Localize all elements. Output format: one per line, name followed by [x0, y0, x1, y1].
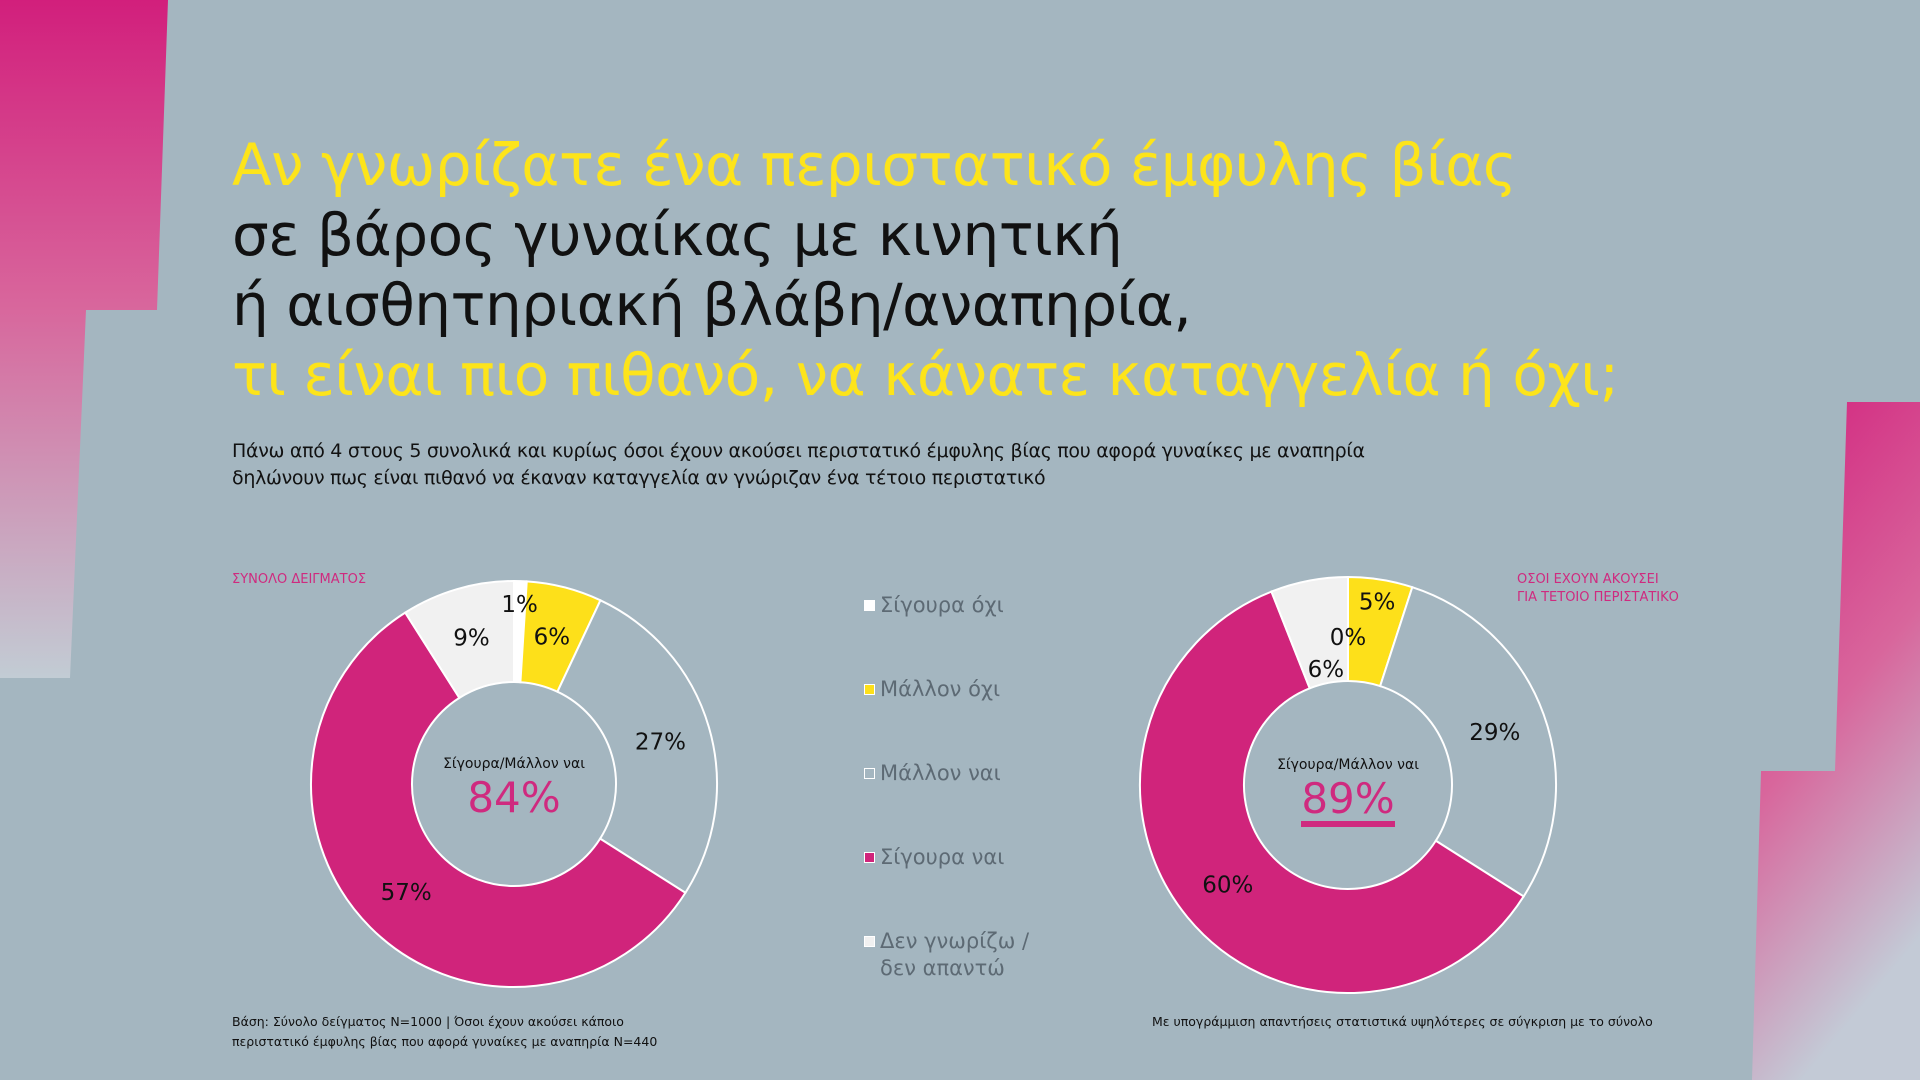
- data-label-definitely-not: 1%: [501, 592, 538, 618]
- title-line-2: σε βάρος γυναίκας με κινητική: [232, 201, 1123, 269]
- legend-label: Μάλλον όχι: [880, 677, 1001, 701]
- legend-item-probably-not: Μάλλον όχι: [864, 676, 1084, 703]
- subtitle: Πάνω από 4 στους 5 συνολικά και κυρίως ό…: [232, 438, 1365, 492]
- legend-label: Μάλλον ναι: [880, 761, 1001, 785]
- chart-title-heard-line-1: ΟΣΟΙ ΕΧΟΥΝ ΑΚΟΥΣΕΙ: [1517, 572, 1659, 587]
- slice-probably-yes: [1378, 585, 1557, 898]
- legend-swatch: [864, 768, 875, 779]
- slice-probably-yes: [556, 598, 719, 895]
- subtitle-line-2: δηλώνουν πως είναι πιθανό να έκαναν κατα…: [232, 467, 1046, 489]
- data-label-dont-know: 6%: [1308, 657, 1345, 683]
- chart-title-heard: ΟΣΟΙ ΕΧΟΥΝ ΑΚΟΥΣΕΙ ΓΙΑ ΤΕΤΟΙΟ ΠΕΡΙΣΤΑΤΙΚ…: [1517, 571, 1679, 607]
- legend-label: Σίγουρα όχι: [880, 593, 1004, 617]
- legend-item-dont-know: Δεν γνωρίζω / δεν απαντώ: [864, 928, 1064, 982]
- center-value: 84%: [467, 773, 560, 822]
- data-label-definitely-not: 0%: [1330, 625, 1367, 651]
- slice-dont-know: [403, 579, 515, 700]
- footer-base-note: Βάση: Σύνολο δείγματος Ν=1000 | Όσοι έχο…: [232, 1012, 657, 1052]
- title-line-1: Αν γνωρίζατε ένα περιστατικό έμφυλης βία…: [232, 131, 1517, 199]
- legend-swatch: [864, 600, 875, 611]
- slice-definitely-yes: [310, 611, 687, 988]
- title-line-4: τι είναι πιο πιθανό, να κάνατε καταγγελί…: [232, 341, 1619, 409]
- data-label-definitely-yes: 57%: [381, 880, 432, 906]
- data-label-probably-yes: 29%: [1469, 720, 1520, 746]
- footer-base-line-2: περιστατικό έμφυλης βίας που αφορά γυναί…: [232, 1034, 658, 1049]
- legend-label: Δεν γνωρίζω / δεν απαντώ: [880, 929, 1030, 980]
- legend-swatch: [864, 936, 875, 947]
- right-decorative-band: [1752, 402, 1920, 1080]
- data-label-dont-know: 9%: [453, 626, 490, 652]
- page-title: Αν γνωρίζατε ένα περιστατικό έμφυλης βία…: [232, 130, 1619, 410]
- legend-swatch: [864, 684, 875, 695]
- chart-title-total: ΣΥΝΟΛΟ ΔΕΙΓΜΑΤΟΣ: [232, 572, 367, 587]
- footer-underline-note: Με υπογράμμιση απαντήσεις στατιστικά υψη…: [1152, 1014, 1653, 1029]
- data-label-probably-yes: 27%: [635, 729, 686, 755]
- slice-definitely-yes: [1139, 590, 1526, 994]
- footer-base-line-1: Βάση: Σύνολο δείγματος Ν=1000 | Όσοι έχο…: [232, 1014, 624, 1029]
- slice-dont-know: [1270, 575, 1349, 690]
- subtitle-line-1: Πάνω από 4 στους 5 συνολικά και κυρίως ό…: [232, 440, 1365, 462]
- left-decorative-band: [0, 0, 168, 678]
- title-line-3: ή αισθητηριακή βλάβη/αναπηρία,: [232, 271, 1192, 339]
- legend-item-definitely-yes: Σίγουρα ναι: [864, 844, 1084, 871]
- center-label: Σίγουρα/Μάλλον ναι: [443, 756, 585, 772]
- data-label-definitely-yes: 60%: [1202, 872, 1253, 898]
- legend-label: Σίγουρα ναι: [880, 845, 1005, 869]
- chart-title-heard-line-2: ΓΙΑ ΤΕΤΟΙΟ ΠΕΡΙΣΤΑΤΙΚΟ: [1517, 590, 1679, 605]
- significance-underline: [1301, 821, 1395, 827]
- data-label-probably-not: 5%: [1359, 589, 1396, 615]
- legend-swatch: [864, 852, 875, 863]
- legend-item-definitely-not: Σίγουρα όχι: [864, 592, 1084, 619]
- center-value: 89%: [1301, 774, 1394, 823]
- center-label: Σίγουρα/Μάλλον ναι: [1277, 757, 1419, 773]
- data-label-probably-not: 6%: [534, 624, 571, 650]
- legend-item-probably-yes: Μάλλον ναι: [864, 760, 1084, 787]
